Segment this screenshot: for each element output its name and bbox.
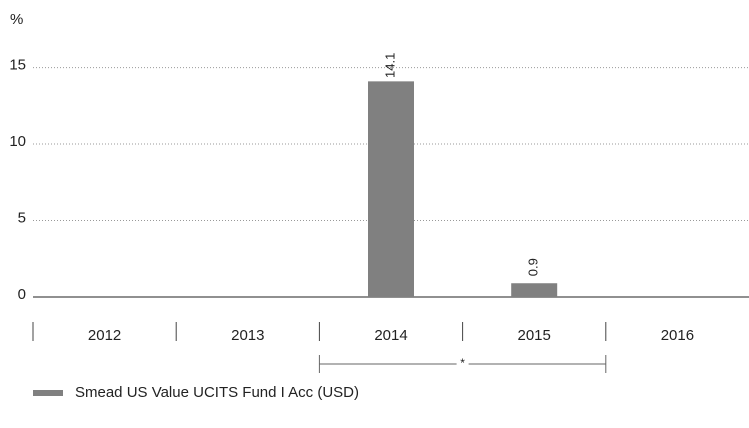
x-tick-label: 2013 <box>231 327 264 344</box>
annotation: * <box>460 356 465 370</box>
y-axis-label: % <box>10 11 23 28</box>
bar <box>368 81 414 298</box>
legend-swatch <box>33 390 63 396</box>
x-tick-label: 2015 <box>518 327 551 344</box>
bar <box>511 283 558 297</box>
y-tick-label: 0 <box>18 286 26 303</box>
data-label: 0.9 <box>526 258 541 276</box>
x-tick-label: 2014 <box>374 327 407 344</box>
y-tick-label: 10 <box>9 133 26 150</box>
data-label: 14.1 <box>382 53 397 78</box>
y-tick-label: 5 <box>18 209 26 226</box>
bracket-gap <box>456 360 469 368</box>
x-tick-label: 2016 <box>661 327 694 344</box>
legend-label: Smead US Value UCITS Fund I Acc (USD) <box>75 384 359 401</box>
y-tick-label: 15 <box>9 57 26 74</box>
x-tick-label: 2012 <box>88 327 121 344</box>
